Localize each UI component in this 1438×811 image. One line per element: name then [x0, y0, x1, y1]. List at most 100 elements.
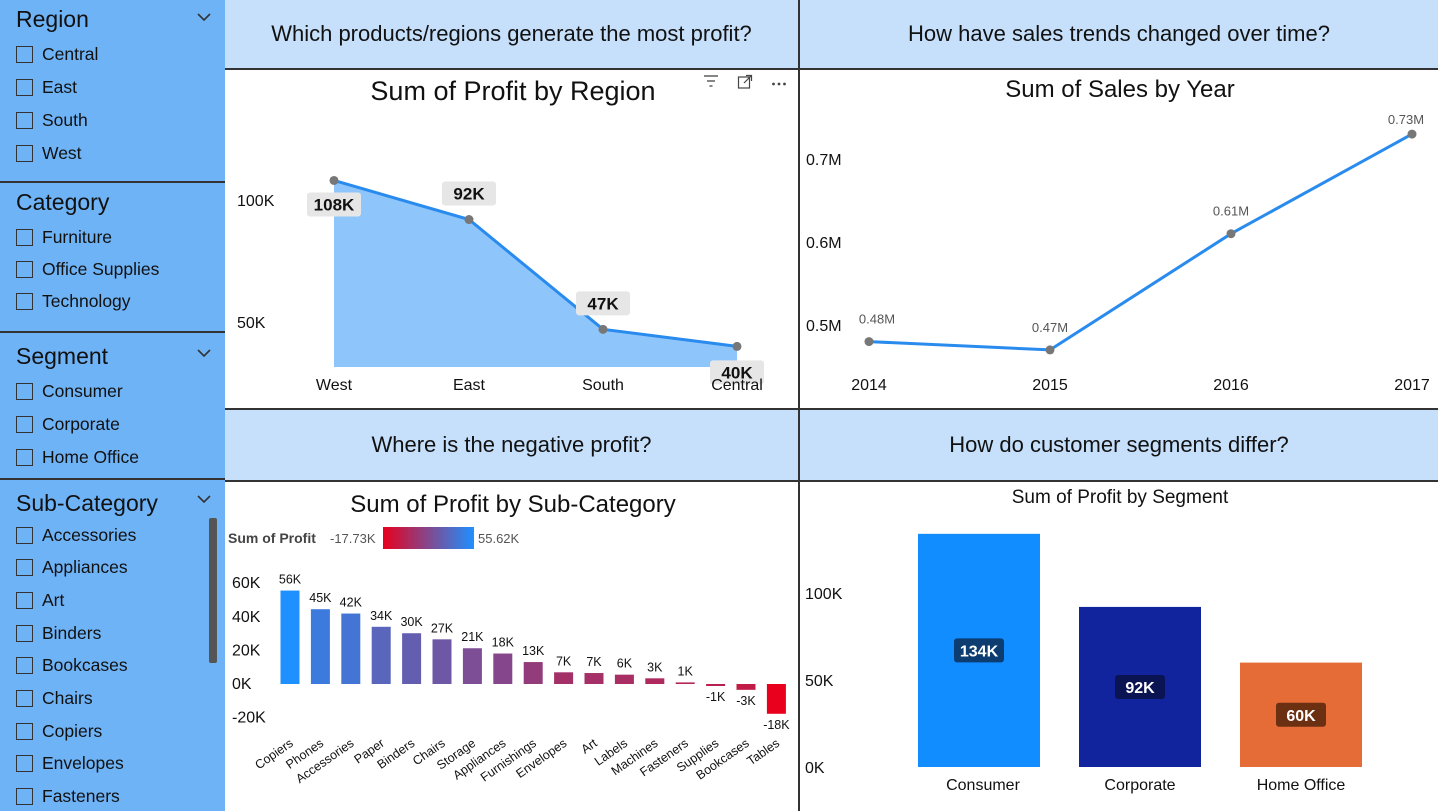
slicer-item-bookcases[interactable]: Bookcases: [16, 655, 128, 677]
legend-max-label: 55.62K: [478, 531, 520, 546]
slicer-item-consumer[interactable]: Consumer: [16, 380, 123, 402]
checkbox[interactable]: [16, 788, 33, 806]
slicer-item-technology[interactable]: Technology: [16, 290, 131, 312]
slicer-item-label: Corporate: [42, 413, 120, 434]
checkbox[interactable]: [16, 78, 33, 96]
filter-icon[interactable]: [700, 74, 722, 92]
data-label-bg: [1115, 674, 1165, 699]
slicer-item-south[interactable]: South: [16, 109, 88, 131]
chevron-down-icon[interactable]: [197, 492, 211, 506]
checkbox[interactable]: [16, 448, 33, 466]
data-label: 7K: [586, 655, 602, 669]
slicer-item-binders[interactable]: Binders: [16, 622, 101, 644]
data-label-bg: [710, 360, 764, 385]
slicer-item-label: Appliances: [42, 557, 128, 578]
slicer-item-corporate[interactable]: Corporate: [16, 413, 120, 435]
checkbox[interactable]: [16, 591, 33, 609]
chevron-down-icon[interactable]: [197, 10, 211, 24]
segment-profit-chart: Sum of Profit by Segment 0K 50K 100K 134K Con…: [805, 487, 1362, 794]
data-label: 21K: [461, 630, 484, 644]
question-header-profit: Which products/regions generate the most…: [225, 0, 800, 70]
data-label-bg: [442, 181, 496, 206]
slicer-item-label: Consumer: [42, 380, 123, 401]
category-slicer: Category Furniture Office Supplies Technol…: [0, 183, 225, 333]
checkbox[interactable]: [16, 690, 33, 707]
checkbox[interactable]: [16, 755, 33, 773]
slicer-item-envelopes[interactable]: Envelopes: [16, 753, 124, 775]
question-header-negative-profit: Where is the negative profit?: [225, 410, 800, 482]
slicer-item-west[interactable]: West: [16, 142, 82, 164]
region-profit-panel: Sum of Profit by Region 50K 100K 108K West 92…: [225, 70, 800, 410]
slicer-item-copiers[interactable]: Copiers: [16, 720, 102, 742]
y-tick-label: 100K: [237, 193, 275, 210]
y-tick-label: 20K: [232, 642, 261, 659]
bar-chairs: [432, 639, 452, 684]
x-tick-label: Corporate: [1104, 777, 1175, 794]
checkbox[interactable]: [16, 45, 33, 63]
x-tick-label: Tables: [744, 736, 782, 768]
bar-supplies: [706, 684, 726, 686]
legend-title: Sum of Profit: [228, 530, 316, 546]
slicer-item-label: Central: [42, 43, 99, 64]
checkbox[interactable]: [16, 415, 33, 433]
y-tick-label: -20K: [232, 710, 266, 727]
slicer-item-chairs[interactable]: Chairs: [16, 688, 93, 710]
sales-year-chart: Sum of Sales by Year 0.5M 0.6M 0.7M 0.48M 201…: [806, 76, 1430, 394]
checkbox[interactable]: [16, 260, 33, 278]
x-tick-label: 2017: [1394, 377, 1430, 394]
slicer-item-label: West: [42, 142, 82, 163]
data-label: -1K: [706, 690, 726, 704]
data-label: 108K: [314, 195, 355, 214]
slicer-item-office-supplies[interactable]: Office Supplies: [16, 258, 159, 280]
question-header-segments: How do customer segments differ?: [800, 410, 1438, 482]
slicer-item-appliances[interactable]: Appliances: [16, 557, 128, 579]
focus-mode-icon[interactable]: [734, 74, 756, 92]
slicer-item-label: East: [42, 76, 78, 97]
data-label: 0.48M: [859, 312, 895, 327]
data-label: 18K: [492, 636, 515, 650]
slicer-panel: Region Central East South West Category Fur…: [0, 0, 225, 811]
legend-min-label: -17.73K: [330, 531, 376, 546]
slicer-item-art[interactable]: Art: [16, 589, 64, 611]
chevron-down-icon[interactable]: [197, 346, 211, 360]
y-tick-label: 0K: [232, 676, 252, 693]
checkbox[interactable]: [16, 624, 33, 642]
slicer-item-central[interactable]: Central: [16, 43, 98, 65]
bar-tables: [766, 684, 786, 714]
x-tick-label: South: [582, 377, 624, 394]
slicer-item-east[interactable]: East: [16, 76, 77, 98]
region-profit-chart: Sum of Profit by Region 50K 100K 108K West 92…: [237, 76, 764, 394]
series-line: [333, 179, 738, 348]
slicer-item-fasteners[interactable]: Fasteners: [16, 786, 120, 808]
data-point-2017: [1407, 129, 1417, 139]
slicer-item-furniture[interactable]: Furniture: [16, 226, 112, 248]
chart-title: Sum of Profit by Sub-Category: [350, 491, 675, 518]
slicer-item-label: Binders: [42, 622, 102, 643]
more-options-icon[interactable]: [768, 74, 790, 92]
bar-fasteners: [675, 682, 695, 684]
checkbox[interactable]: [16, 228, 33, 246]
data-label: 1K: [678, 664, 694, 678]
checkbox[interactable]: [16, 722, 33, 740]
checkbox[interactable]: [16, 526, 33, 544]
data-label: 3K: [647, 660, 663, 674]
data-label: 92K: [453, 185, 485, 204]
checkbox[interactable]: [16, 111, 33, 129]
scrollbar-thumb[interactable]: [209, 518, 217, 663]
sub-category-slicer: Sub-Category Accessories Appliances Art Bin…: [0, 480, 225, 811]
slicer-item-accessories[interactable]: Accessories: [16, 524, 136, 546]
chart-title: Sum of Sales by Year: [1005, 76, 1234, 103]
checkbox[interactable]: [16, 657, 33, 675]
slicer-title: Sub-Category: [16, 490, 158, 516]
data-label: 6K: [617, 657, 633, 671]
segment-profit-panel: Sum of Profit by Segment 0K 50K 100K 134K Con…: [800, 482, 1438, 811]
checkbox[interactable]: [16, 382, 33, 400]
slicer-item-home-office[interactable]: Home Office: [16, 446, 139, 468]
data-point-central: [732, 341, 742, 351]
slicer-item-label: Accessories: [42, 524, 137, 545]
data-label-bg: [307, 192, 361, 217]
checkbox[interactable]: [16, 144, 33, 162]
checkbox[interactable]: [16, 292, 33, 310]
visual-header-toolbar: [700, 74, 790, 92]
checkbox[interactable]: [16, 559, 33, 577]
